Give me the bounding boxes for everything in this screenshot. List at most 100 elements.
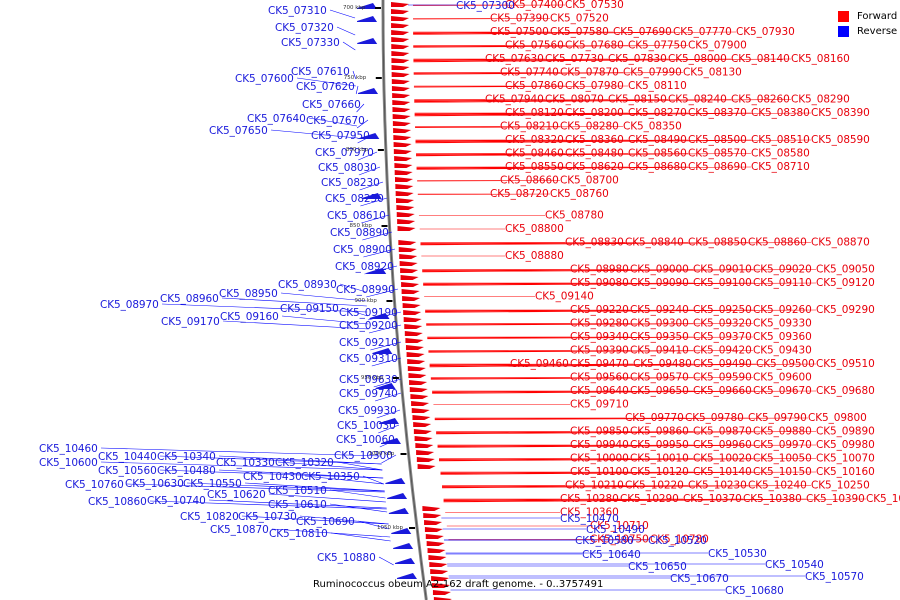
gene-label-reverse[interactable]: CK5_07330: [281, 37, 340, 49]
reverse-gene-block[interactable]: [361, 193, 382, 199]
forward-gene-block[interactable]: [426, 541, 445, 546]
gene-label-reverse[interactable]: CK5_08950: [219, 288, 278, 300]
gene-label-forward[interactable]: CK5_08620: [565, 161, 624, 173]
forward-gene-block[interactable]: [394, 170, 413, 175]
gene-label-reverse[interactable]: CK5_07970: [315, 147, 374, 159]
gene-label-forward[interactable]: CK5_08850: [688, 237, 747, 249]
forward-gene-block[interactable]: [395, 191, 414, 196]
gene-label-forward[interactable]: CK5_09870: [693, 426, 752, 438]
gene-label-forward[interactable]: CK5_08350: [623, 121, 682, 133]
gene-label-forward[interactable]: CK5_07770: [673, 26, 732, 38]
gene-label-reverse[interactable]: CK5_10810: [269, 528, 328, 540]
forward-gene-block[interactable]: [408, 373, 427, 378]
forward-gene-block[interactable]: [407, 359, 426, 364]
gene-label-forward[interactable]: CK5_08860: [748, 237, 807, 249]
forward-gene-block[interactable]: [415, 443, 434, 448]
gene-label-forward[interactable]: CK5_07400: [505, 0, 564, 11]
forward-gene-block[interactable]: [411, 408, 430, 413]
gene-label-forward[interactable]: CK5_10780: [650, 534, 709, 546]
gene-label-forward[interactable]: CK5_08360: [565, 134, 624, 146]
gene-label-forward[interactable]: CK5_09100: [693, 277, 752, 289]
reverse-gene-block[interactable]: [395, 558, 416, 564]
gene-label-forward[interactable]: CK5_09220: [570, 304, 629, 316]
gene-label-forward[interactable]: CK5_08160: [791, 53, 850, 65]
gene-label-forward[interactable]: CK5_10210: [565, 480, 624, 492]
gene-label-forward[interactable]: CK5_08290: [791, 94, 850, 106]
gene-label-reverse[interactable]: CK5_09160: [220, 311, 279, 323]
gene-label-reverse[interactable]: CK5_07600: [235, 73, 294, 85]
gene-label-reverse[interactable]: CK5_07620: [296, 81, 355, 93]
gene-label-forward[interactable]: CK5_09650: [630, 385, 689, 397]
gene-label-reverse[interactable]: CK5_07640: [247, 113, 306, 125]
gene-label-forward[interactable]: CK5_07990: [623, 67, 682, 79]
gene-label-forward[interactable]: CK5_07900: [688, 40, 747, 52]
gene-label-forward[interactable]: CK5_08830: [565, 237, 624, 249]
reverse-gene-block[interactable]: [372, 348, 393, 354]
reverse-gene-block[interactable]: [378, 418, 399, 424]
gene-label-reverse[interactable]: CK5_10340: [157, 451, 216, 463]
gene-label-forward[interactable]: CK5_09890: [816, 426, 875, 438]
gene-label-forward[interactable]: CK5_09480: [633, 358, 692, 370]
gene-label-reverse[interactable]: CK5_10320: [275, 457, 334, 469]
gene-label-forward[interactable]: CK5_09800: [808, 412, 867, 424]
reverse-gene-block[interactable]: [366, 268, 387, 274]
gene-label-forward[interactable]: CK5_08550: [505, 161, 564, 173]
gene-label-forward[interactable]: CK5_10240: [748, 480, 807, 492]
forward-gene-block[interactable]: [400, 268, 419, 273]
gene-label-forward[interactable]: CK5_09260: [753, 304, 812, 316]
gene-label-reverse[interactable]: CK5_09210: [339, 337, 398, 349]
gene-label-reverse[interactable]: CK5_09150: [280, 303, 339, 315]
forward-gene-block[interactable]: [409, 380, 428, 385]
gene-label-forward[interactable]: CK5_09340: [570, 331, 629, 343]
gene-label-forward[interactable]: CK5_09780: [685, 412, 744, 424]
gene-label-forward[interactable]: CK5_07930: [736, 26, 795, 38]
gene-label-reverse[interactable]: CK5_08230: [321, 177, 380, 189]
forward-gene-block[interactable]: [403, 310, 422, 315]
forward-gene-block[interactable]: [392, 121, 411, 126]
gene-label-forward[interactable]: CK5_09560: [570, 372, 629, 384]
gene-label-reverse[interactable]: CK5_09630: [339, 374, 398, 386]
forward-gene-block[interactable]: [404, 331, 423, 336]
gene-label-forward[interactable]: CK5_10230: [688, 480, 747, 492]
reverse-gene-block[interactable]: [388, 508, 409, 514]
gene-label-forward[interactable]: CK5_08570: [688, 148, 747, 160]
gene-label-forward[interactable]: CK5_08800: [505, 223, 564, 235]
forward-gene-block[interactable]: [432, 583, 451, 588]
forward-gene-block[interactable]: [424, 527, 443, 532]
forward-gene-block[interactable]: [391, 79, 410, 84]
gene-label-forward[interactable]: CK5_08560: [628, 148, 687, 160]
gene-label-forward[interactable]: CK5_08120: [505, 107, 564, 119]
gene-label-forward[interactable]: CK5_07680: [565, 40, 624, 52]
gene-label-forward[interactable]: CK5_08260: [731, 94, 790, 106]
gene-label-forward[interactable]: CK5_09600: [753, 372, 812, 384]
gene-label-forward[interactable]: CK5_08780: [545, 210, 604, 222]
gene-label-forward[interactable]: CK5_07940: [485, 94, 544, 106]
gene-label-reverse[interactable]: CK5_08960: [160, 293, 219, 305]
forward-gene-block[interactable]: [412, 415, 431, 420]
forward-gene-block[interactable]: [411, 401, 430, 406]
gene-label-forward[interactable]: CK5_08700: [560, 175, 619, 187]
gene-label-forward[interactable]: CK5_10390: [806, 493, 865, 505]
gene-label-forward[interactable]: CK5_09120: [816, 277, 875, 289]
gene-label-reverse[interactable]: CK5_10630: [125, 478, 184, 490]
gene-label-forward[interactable]: CK5_07530: [565, 0, 624, 11]
forward-gene-block[interactable]: [417, 464, 436, 469]
forward-gene-block[interactable]: [424, 520, 443, 525]
gene-label-reverse[interactable]: CK5_10620: [207, 489, 266, 501]
gene-label-reverse[interactable]: CK5_07300: [456, 0, 515, 12]
forward-gene-block[interactable]: [427, 548, 446, 553]
gene-label-reverse[interactable]: CK5_08250: [325, 193, 384, 205]
gene-label-forward[interactable]: CK5_09420: [693, 345, 752, 357]
gene-label-forward[interactable]: CK5_09670: [753, 385, 812, 397]
gene-label-forward[interactable]: CK5_08150: [608, 94, 667, 106]
gene-label-forward[interactable]: CK5_09850: [570, 426, 629, 438]
forward-gene-block[interactable]: [396, 198, 415, 203]
gene-label-forward[interactable]: CK5_10100: [570, 466, 629, 478]
forward-gene-block[interactable]: [425, 534, 444, 539]
gene-label-reverse[interactable]: CK5_10060: [336, 434, 395, 446]
gene-label-reverse[interactable]: CK5_10560: [98, 465, 157, 477]
gene-label-forward[interactable]: CK5_07860: [505, 80, 564, 92]
gene-label-reverse[interactable]: CK5_07660: [302, 99, 361, 111]
forward-gene-block[interactable]: [423, 513, 442, 518]
gene-label-forward[interactable]: CK5_09660: [693, 385, 752, 397]
